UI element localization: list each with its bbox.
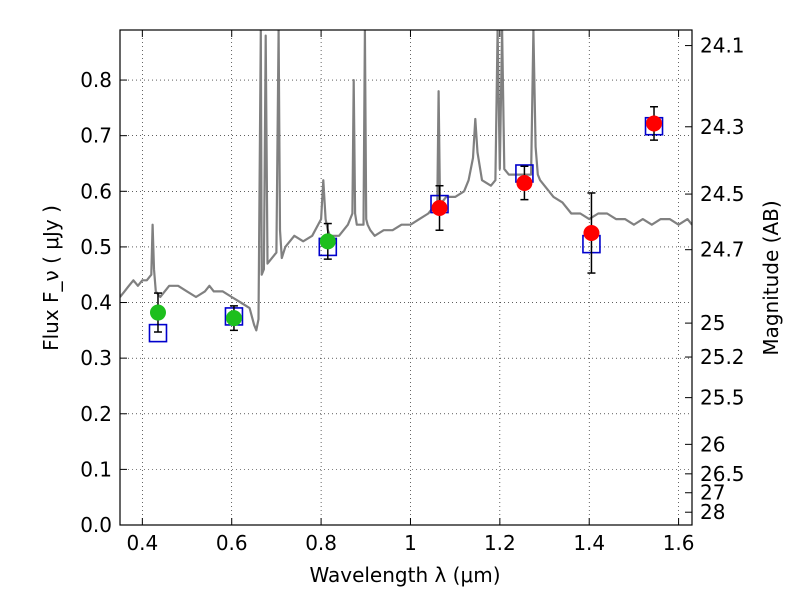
x-tick-label: 0.8 bbox=[305, 531, 337, 555]
data-point bbox=[646, 115, 663, 132]
right-tick-label: 25.5 bbox=[700, 386, 745, 410]
right-tick-label: 28 bbox=[700, 500, 725, 524]
y-tick-label: 0.5 bbox=[80, 235, 112, 259]
x-tick-label: 1.6 bbox=[663, 531, 695, 555]
y-tick-label: 0.3 bbox=[80, 346, 112, 370]
x-tick-label: 0.6 bbox=[216, 531, 248, 555]
right-tick-label: 24.5 bbox=[700, 182, 745, 206]
y-tick-label: 0.1 bbox=[80, 457, 112, 481]
y-tick-label: 0.0 bbox=[80, 513, 112, 537]
data-point bbox=[149, 304, 166, 321]
data-point bbox=[225, 310, 242, 327]
right-tick-label: 24.1 bbox=[700, 34, 745, 58]
grid-lines bbox=[120, 30, 692, 526]
x-axis-title: Wavelength λ (μm) bbox=[309, 563, 500, 587]
data-point bbox=[583, 225, 600, 242]
right-axis-title: Magnitude (AB) bbox=[759, 200, 783, 355]
plot-frame bbox=[119, 29, 693, 526]
right-tick-label: 27 bbox=[700, 481, 725, 505]
right-tick-label: 24.3 bbox=[700, 115, 745, 139]
plot-area bbox=[120, 30, 692, 343]
x-tick-label: 0.4 bbox=[126, 531, 158, 555]
y-tick-label: 0.6 bbox=[80, 179, 112, 203]
y-tick-label: 0.7 bbox=[80, 124, 112, 148]
series-layer bbox=[120, 30, 692, 343]
right-tick-label: 25.2 bbox=[700, 345, 745, 369]
x-tick-label: 1.4 bbox=[573, 531, 605, 555]
right-tick-label: 24.7 bbox=[700, 238, 745, 262]
axis-ticks: 0.4 0.6 0.8 1 1.2 1.4 1.6 0.0 0.1 0.2 0.3 0.4 0.5 0.6… bbox=[80, 30, 745, 555]
x-tick-label: 1 bbox=[404, 531, 417, 555]
right-tick-label: 26.5 bbox=[700, 462, 745, 486]
right-tick-label: 26 bbox=[700, 432, 725, 456]
y-tick-label: 0.4 bbox=[80, 291, 112, 315]
y-axis-title: Flux F_ν ( μJy ) bbox=[39, 205, 63, 351]
data-point bbox=[319, 233, 336, 250]
y-tick-label: 0.8 bbox=[80, 68, 112, 92]
y-tick-label: 0.2 bbox=[80, 402, 112, 426]
data-point bbox=[516, 174, 533, 191]
data-point bbox=[431, 199, 448, 216]
spectrum-line bbox=[120, 30, 692, 332]
right-tick-label: 25 bbox=[700, 311, 725, 335]
x-tick-label: 1.2 bbox=[484, 531, 516, 555]
